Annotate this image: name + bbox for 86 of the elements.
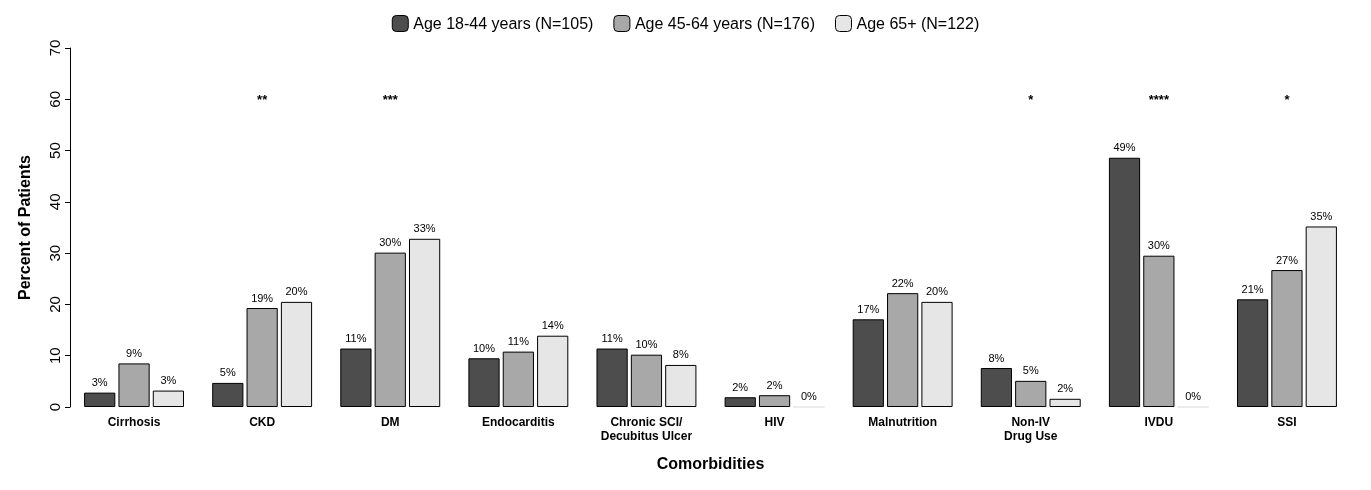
bar	[980, 368, 1013, 407]
data-label: 20%	[925, 285, 949, 298]
data-label: 17%	[857, 302, 880, 315]
data-label: 0%	[1185, 390, 1202, 402]
bar	[152, 390, 185, 407]
data-label: 11%	[345, 332, 367, 345]
bar	[118, 363, 150, 407]
y-tick-label: 30	[46, 244, 63, 262]
x-tick-label: HIV	[764, 415, 785, 429]
bar	[596, 348, 628, 407]
data-label: 5%	[1022, 364, 1039, 377]
data-label: 2%	[1057, 382, 1074, 395]
y-tick-label: 70	[46, 39, 63, 57]
bar	[246, 308, 278, 407]
bar	[1236, 299, 1269, 407]
data-label: 30%	[379, 236, 402, 249]
bar	[84, 392, 116, 407]
bar	[1049, 398, 1081, 407]
data-label: 21%	[1241, 282, 1264, 295]
y-tick-label: 10	[46, 347, 63, 365]
y-tick-label: 60	[46, 90, 63, 108]
data-label: 20%	[285, 285, 308, 298]
data-label: 8%	[988, 351, 1005, 364]
data-label: 8%	[672, 348, 689, 361]
annotation: *	[1284, 91, 1291, 107]
x-tick-label: Malnutrition	[868, 415, 937, 429]
data-label: 35%	[1310, 209, 1333, 222]
data-label: 27%	[1275, 253, 1299, 266]
data-label: 22%	[891, 276, 914, 289]
data-label: 9%	[126, 346, 143, 359]
bar	[1271, 270, 1303, 407]
legend-label: Age 18-44 years (N=105)	[413, 15, 594, 32]
data-label: 3%	[160, 374, 177, 387]
bar	[665, 364, 697, 407]
data-label: 11%	[507, 335, 530, 348]
bar	[852, 319, 884, 407]
legend-label: Age 45-64 years (N=176)	[634, 15, 815, 32]
y-tick-label: 20	[46, 296, 63, 313]
x-tick-label: DM	[380, 415, 400, 429]
bar	[921, 301, 953, 407]
annotation: **	[257, 91, 269, 107]
data-label: 2%	[766, 378, 783, 391]
bar	[374, 252, 406, 407]
bar	[340, 348, 372, 407]
bar	[758, 395, 791, 407]
bar	[280, 301, 313, 407]
x-axis-title: Comorbidities	[656, 454, 765, 472]
data-label: 10%	[472, 341, 496, 354]
bar	[468, 358, 500, 407]
bar	[1108, 157, 1141, 407]
y-axis-title: Percent of Patients	[15, 154, 33, 300]
bar	[502, 351, 534, 407]
bar	[887, 293, 919, 407]
legend-label: Age 65+ (N=122)	[856, 15, 980, 32]
data-label: 14%	[541, 319, 564, 332]
annotation: ***	[382, 91, 399, 107]
bar	[630, 354, 663, 407]
bar	[1015, 380, 1047, 407]
data-label: 33%	[413, 222, 436, 235]
bar	[537, 335, 569, 407]
x-tick-label: Non-IV Drug Use	[1004, 415, 1058, 443]
y-tick-label: 50	[46, 142, 63, 159]
bar	[212, 382, 244, 407]
x-tick-label: CKD	[249, 415, 276, 429]
x-tick-label: SSI	[1277, 415, 1297, 429]
bar	[1305, 226, 1337, 407]
bar	[724, 397, 756, 407]
bar	[408, 238, 441, 407]
data-label: 3%	[91, 376, 108, 389]
data-label: 10%	[635, 338, 658, 351]
x-tick-label: Chronic SCI/ Decubitus Ulcer	[600, 415, 693, 443]
annotation: ****	[1148, 91, 1170, 107]
x-tick-label: IVDU	[1144, 415, 1174, 429]
data-label: 30%	[1147, 239, 1171, 252]
data-label: 19%	[251, 291, 274, 304]
annotation: *	[1028, 91, 1035, 107]
y-tick-label: 40	[46, 193, 63, 211]
x-tick-label: Cirrhosis	[107, 415, 161, 429]
data-label: 49%	[1113, 141, 1136, 154]
data-label: 0%	[800, 390, 818, 402]
data-label: 11%	[601, 332, 623, 345]
data-label: 2%	[732, 380, 749, 393]
bar	[1143, 255, 1175, 407]
data-label: 5%	[219, 366, 236, 379]
y-tick-label: 0	[46, 402, 63, 412]
x-tick-label: Endocarditis	[482, 415, 556, 429]
